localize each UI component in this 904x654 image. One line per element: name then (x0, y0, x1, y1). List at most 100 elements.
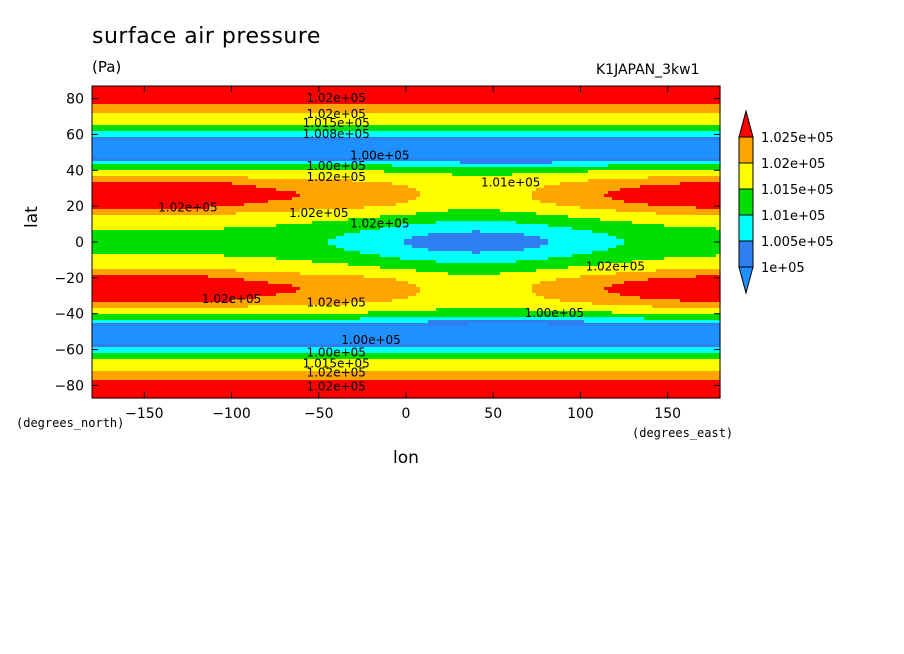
field-cell (120, 152, 125, 156)
field-cell (580, 137, 585, 141)
field-cell (120, 107, 125, 111)
field-cell (636, 173, 641, 177)
field-cell (324, 149, 329, 153)
field-cell (200, 140, 205, 144)
field-cell (528, 134, 533, 138)
field-cell (396, 95, 401, 99)
field-cell (516, 113, 521, 117)
field-cell (356, 158, 361, 162)
field-cell (352, 134, 357, 138)
field-cell (712, 167, 717, 171)
field-cell (588, 143, 593, 147)
field-cell (428, 161, 433, 165)
field-cell (252, 119, 257, 123)
field-cell (668, 149, 673, 153)
field-cell (120, 173, 125, 177)
field-cell (504, 107, 509, 111)
field-cell (252, 125, 257, 129)
field-cell (340, 110, 345, 114)
field-cell (704, 116, 709, 120)
field-cell (460, 128, 465, 132)
field-cell (468, 170, 473, 174)
field-cell (168, 173, 173, 177)
field-cell (620, 128, 625, 132)
field-cell (232, 116, 237, 120)
field-cell (104, 170, 109, 174)
field-cell (704, 89, 709, 93)
field-cell (680, 95, 685, 99)
field-cell (128, 158, 133, 162)
field-cell (348, 134, 353, 138)
field-cell (332, 98, 337, 102)
field-cell (680, 122, 685, 126)
field-cell (396, 125, 401, 129)
field-cell (208, 173, 213, 177)
field-cell (488, 86, 493, 90)
field-cell (560, 137, 565, 141)
field-cell (384, 98, 389, 102)
field-cell (320, 86, 325, 90)
field-cell (188, 158, 193, 162)
field-cell (180, 155, 185, 159)
field-cell (156, 173, 161, 177)
field-cell (624, 146, 629, 150)
field-cell (572, 104, 577, 108)
field-cell (684, 176, 689, 180)
field-cell (124, 89, 129, 93)
field-cell (576, 128, 581, 132)
field-cell (416, 95, 421, 99)
field-cell (324, 161, 329, 165)
field-cell (696, 173, 701, 177)
field-cell (652, 89, 657, 93)
field-cell (392, 146, 397, 150)
field-cell (688, 101, 693, 105)
field-cell (104, 128, 109, 132)
field-cell (212, 92, 217, 96)
field-cell (104, 152, 109, 156)
field-cell (712, 89, 717, 93)
field-cell (240, 86, 245, 90)
field-cell (676, 134, 681, 138)
field-cell (216, 98, 221, 102)
field-cell (148, 86, 153, 90)
field-cell (352, 173, 357, 177)
field-cell (496, 152, 501, 156)
field-cell (528, 104, 533, 108)
field-cell (388, 116, 393, 120)
field-cell (508, 122, 513, 126)
field-cell (396, 86, 401, 90)
field-cell (244, 161, 249, 165)
field-cell (156, 95, 161, 99)
field-cell (272, 89, 277, 93)
field-cell (124, 98, 129, 102)
field-cell (676, 125, 681, 129)
field-cell (480, 101, 485, 105)
field-cell (564, 131, 569, 135)
field-cell (148, 170, 153, 174)
field-cell (448, 140, 453, 144)
field-cell (340, 125, 345, 129)
field-cell (384, 173, 389, 177)
field-cell (608, 104, 613, 108)
field-cell (304, 131, 309, 135)
field-cell (652, 116, 657, 120)
field-cell (260, 101, 265, 105)
field-cell (528, 86, 533, 90)
field-cell (244, 155, 249, 159)
field-cell (696, 89, 701, 93)
field-cell (488, 89, 493, 93)
field-cell (288, 101, 293, 105)
field-cell (556, 128, 561, 132)
field-cell (484, 149, 489, 153)
field-cell (532, 179, 537, 183)
field-cell (352, 110, 357, 114)
field-cell (256, 140, 261, 144)
field-cell (228, 173, 233, 177)
field-cell (460, 164, 465, 168)
field-cell (380, 110, 385, 114)
field-cell (328, 140, 333, 144)
field-cell (608, 86, 613, 90)
field-cell (716, 113, 721, 117)
field-cell (164, 128, 169, 132)
field-cell (700, 113, 705, 117)
